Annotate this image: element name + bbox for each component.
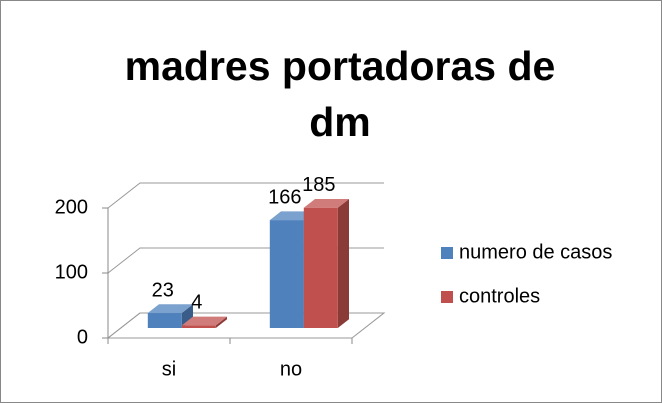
bar	[181, 325, 216, 328]
legend-label: controles	[459, 285, 540, 307]
x-tick-label: no	[280, 358, 302, 380]
x-tick-label: si	[162, 358, 176, 380]
bar-top	[147, 304, 193, 314]
bar-side	[215, 316, 227, 328]
bar-top	[269, 211, 315, 221]
y-tick-label: 200	[55, 196, 88, 218]
data-label: 166	[268, 186, 301, 208]
y-tick-label: 0	[77, 326, 88, 348]
y-tick-label: 100	[55, 261, 88, 283]
bar-side	[337, 199, 349, 328]
chart-title: madres portadoras de dm	[124, 43, 556, 145]
data-label: 4	[191, 292, 202, 314]
bar-top	[181, 316, 227, 326]
legend-swatch	[441, 291, 453, 303]
bar	[269, 220, 304, 328]
bar	[303, 207, 338, 328]
data-label: 185	[302, 174, 335, 196]
legend-label: numero de casos	[459, 241, 612, 263]
bar	[147, 313, 182, 328]
legend-swatch	[441, 247, 453, 259]
bar-side	[181, 304, 193, 328]
data-label: 23	[152, 279, 174, 301]
bar-top	[303, 199, 349, 208]
grid-line	[107, 182, 384, 209]
